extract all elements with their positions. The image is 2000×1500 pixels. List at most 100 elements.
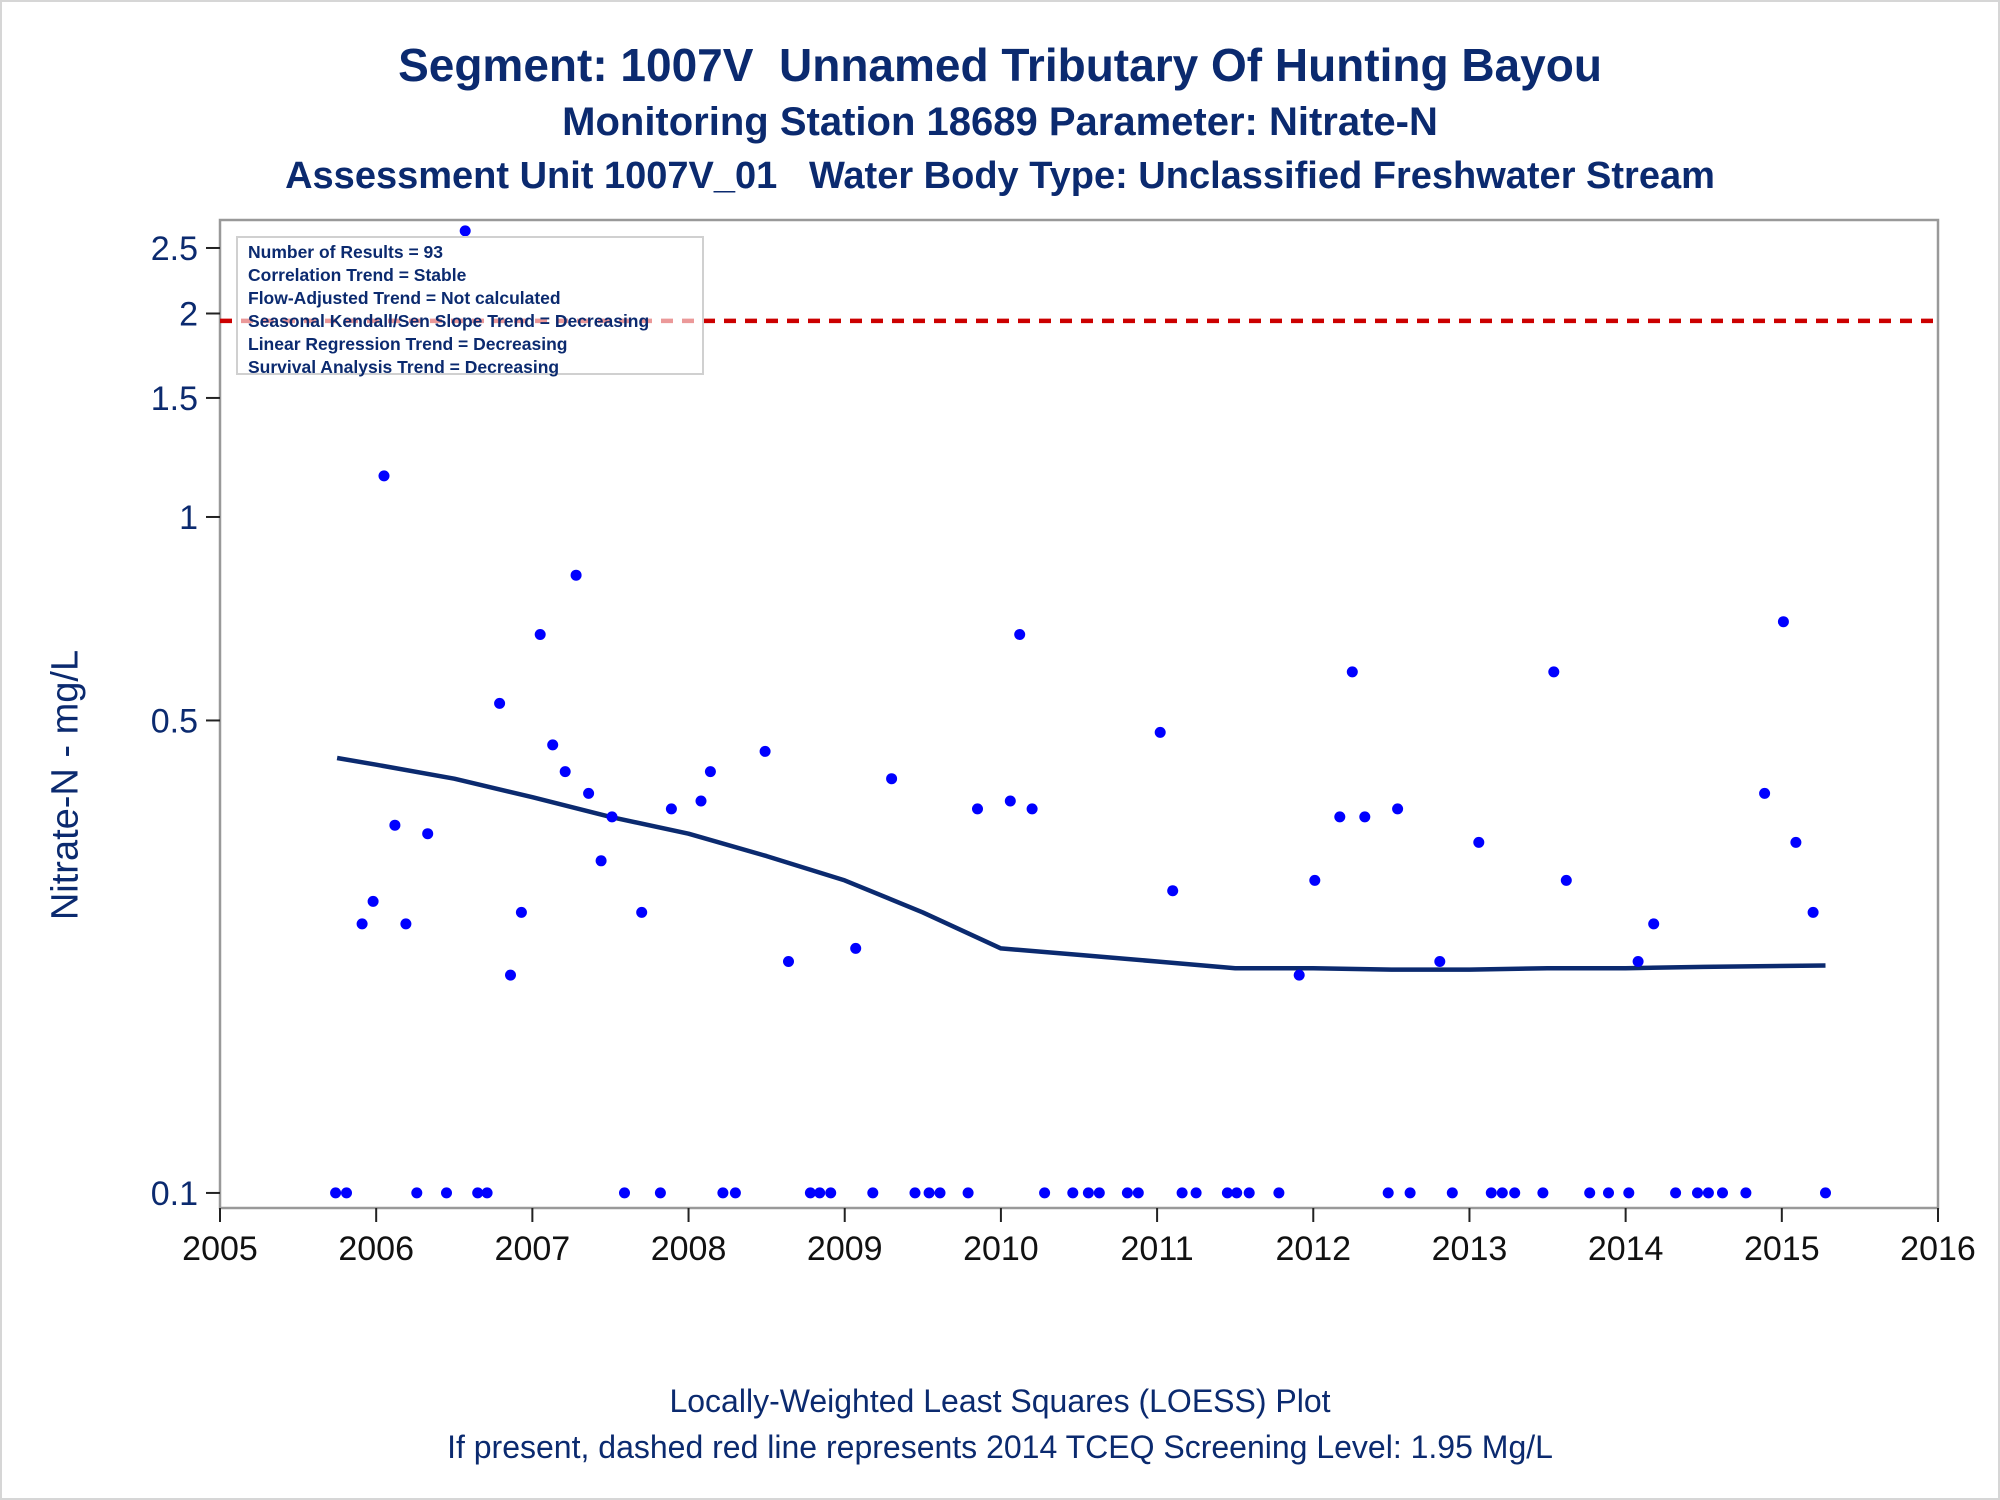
x-tick-label: 2012 xyxy=(1275,1230,1351,1268)
data-point xyxy=(341,1187,352,1199)
data-point xyxy=(1273,1187,1285,1199)
data-point xyxy=(505,969,516,981)
stats-correlation-trend: Correlation Trend = Stable xyxy=(248,265,467,285)
data-point xyxy=(1473,836,1485,848)
data-point xyxy=(422,828,434,840)
stats-seasonal-kendall-trend: Seasonal Kendall/Sen Slope Trend = Decre… xyxy=(248,311,650,331)
footnote-screening-level: If present, dashed red line represents 2… xyxy=(447,1429,1553,1465)
data-point xyxy=(595,855,607,867)
data-point xyxy=(972,803,983,815)
data-point xyxy=(695,795,707,807)
data-point xyxy=(1346,666,1358,678)
data-point xyxy=(1190,1187,1202,1199)
data-point xyxy=(1132,1187,1144,1199)
y-tick-label: 0.5 xyxy=(151,702,198,740)
chart-subtitle-station: Monitoring Station 18689 Parameter: Nitr… xyxy=(562,100,1438,144)
data-point xyxy=(665,803,677,815)
data-point xyxy=(1790,836,1802,848)
data-point xyxy=(1717,1187,1728,1199)
data-point xyxy=(367,895,379,907)
data-point xyxy=(1537,1187,1549,1199)
y-tick-label: 2.5 xyxy=(151,230,198,268)
data-point xyxy=(1509,1187,1521,1199)
data-point xyxy=(1496,1187,1508,1199)
x-tick-label: 2010 xyxy=(963,1230,1039,1268)
data-point xyxy=(1026,803,1038,815)
stats-linear-regression-trend: Linear Regression Trend = Decreasing xyxy=(248,334,568,354)
data-point xyxy=(1121,1187,1133,1199)
x-tick-label: 2015 xyxy=(1744,1230,1820,1268)
y-axis-label: Nitrate-N - mg/L xyxy=(44,649,87,921)
x-tick-label: 2013 xyxy=(1432,1230,1508,1268)
x-tick-label: 2011 xyxy=(1121,1230,1194,1268)
y-tick-label: 1.5 xyxy=(151,380,198,418)
y-tick-label: 0.1 xyxy=(151,1175,198,1213)
data-point xyxy=(1777,616,1789,628)
data-point xyxy=(1692,1187,1703,1199)
x-tick-label: 2008 xyxy=(651,1230,727,1268)
data-point xyxy=(1702,1187,1714,1199)
stats-flow-adjusted-trend: Flow-Adjusted Trend = Not calculated xyxy=(248,288,561,308)
x-tick-label: 2009 xyxy=(807,1230,883,1268)
data-point xyxy=(1039,1187,1051,1199)
data-point xyxy=(825,1187,837,1199)
data-point xyxy=(804,1187,816,1199)
data-point xyxy=(1382,1187,1394,1199)
chart-subtitle-assessment-unit: Assessment Unit 1007V_01 Water Body Type… xyxy=(285,155,1715,197)
data-point xyxy=(1560,874,1572,886)
data-point xyxy=(886,773,898,785)
chart-title: Segment: 1007V Unnamed Tributary Of Hunt… xyxy=(398,39,1602,91)
data-point xyxy=(1648,918,1660,930)
data-point xyxy=(636,906,648,918)
data-point xyxy=(1014,629,1026,640)
data-point xyxy=(783,956,794,967)
data-point xyxy=(1603,1187,1614,1199)
data-point xyxy=(814,1187,826,1199)
data-point xyxy=(619,1187,630,1199)
data-point xyxy=(606,811,618,823)
data-point xyxy=(534,629,546,640)
data-point xyxy=(704,766,716,778)
data-point xyxy=(441,1187,452,1199)
data-point xyxy=(1093,1187,1105,1199)
data-point xyxy=(1670,1187,1682,1199)
data-point xyxy=(1446,1187,1458,1199)
data-point xyxy=(729,1187,741,1199)
data-point xyxy=(1231,1187,1243,1199)
plot-area-border xyxy=(218,218,1940,1210)
loess-curve xyxy=(336,755,1826,972)
data-point xyxy=(934,1187,946,1199)
data-point xyxy=(717,1187,729,1199)
data-point xyxy=(1082,1187,1094,1199)
chart-axes: 2005 2006 2007 2008 2009 2010 2011 2012 2013 2014… xyxy=(151,218,1976,1268)
data-point xyxy=(1067,1187,1079,1199)
data-point xyxy=(1584,1187,1596,1199)
data-point xyxy=(1167,885,1179,897)
data-point xyxy=(1243,1187,1255,1199)
data-point xyxy=(1623,1187,1635,1199)
data-point xyxy=(1334,811,1346,823)
data-point xyxy=(1293,969,1305,981)
loess-layer xyxy=(336,755,1826,972)
data-point xyxy=(583,787,595,799)
data-point xyxy=(1221,1187,1233,1199)
x-tick-label: 2016 xyxy=(1900,1230,1976,1268)
data-point xyxy=(1485,1187,1497,1199)
points-layer xyxy=(330,225,1831,1199)
x-tick-label: 2006 xyxy=(338,1230,414,1268)
data-point xyxy=(559,766,571,778)
data-point xyxy=(1404,1187,1416,1199)
data-point xyxy=(1004,795,1016,807)
data-point xyxy=(909,1187,921,1199)
data-point xyxy=(494,697,506,709)
x-tick-label: 2014 xyxy=(1588,1230,1664,1268)
trend-statistics-box: Number of Results = 93 Correlation Trend… xyxy=(236,236,704,377)
data-point xyxy=(1434,956,1446,967)
data-point xyxy=(759,745,771,757)
data-point xyxy=(1820,1187,1831,1199)
data-point xyxy=(356,918,368,930)
data-point xyxy=(459,225,471,237)
data-point xyxy=(1176,1187,1188,1199)
data-point xyxy=(850,942,862,954)
